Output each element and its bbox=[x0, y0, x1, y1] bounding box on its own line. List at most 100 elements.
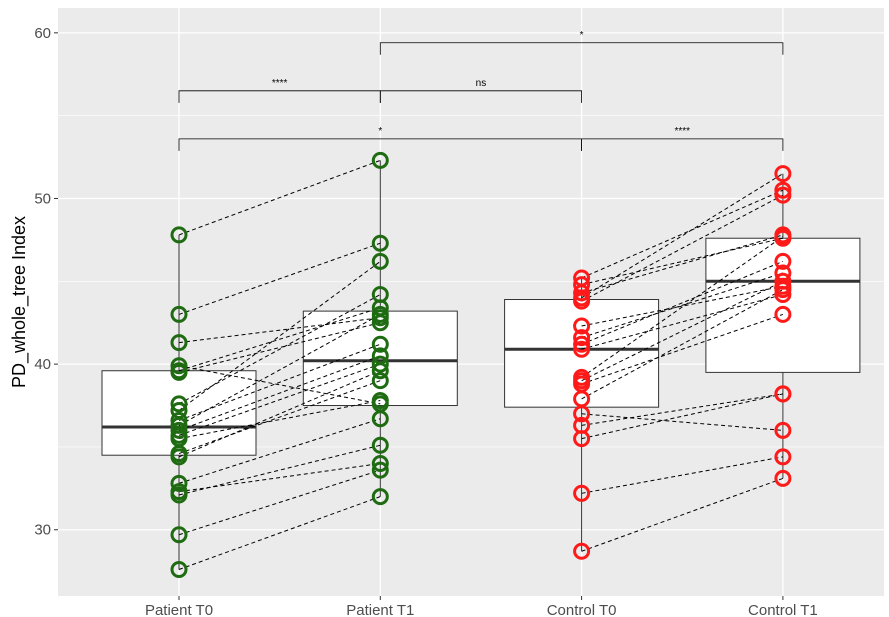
x-tick-label: Patient T0 bbox=[145, 602, 213, 617]
data-point bbox=[573, 317, 591, 335]
paired-line bbox=[178, 400, 381, 440]
data-point bbox=[371, 252, 389, 270]
paired-line bbox=[178, 496, 381, 570]
data-point bbox=[371, 454, 389, 472]
data-point bbox=[170, 226, 188, 244]
paired-line bbox=[581, 413, 783, 431]
data-point bbox=[573, 430, 591, 448]
paired-line bbox=[581, 289, 784, 400]
paired-line bbox=[178, 355, 381, 431]
paired-line bbox=[581, 280, 784, 382]
data-point bbox=[170, 474, 188, 492]
data-point bbox=[774, 448, 792, 466]
paired-line bbox=[581, 393, 784, 440]
paired-line bbox=[178, 307, 381, 372]
paired-line bbox=[178, 159, 381, 236]
data-point bbox=[774, 264, 792, 282]
paired-line bbox=[581, 189, 784, 279]
data-point bbox=[371, 488, 389, 506]
y-tick-label: 40 bbox=[34, 356, 51, 373]
significance-label: **** bbox=[272, 78, 288, 89]
data-point bbox=[573, 405, 591, 423]
data-point bbox=[170, 486, 188, 504]
paired-line bbox=[178, 294, 381, 405]
paired-line bbox=[581, 313, 784, 385]
data-point bbox=[170, 395, 188, 413]
paired-line bbox=[581, 236, 784, 378]
data-point bbox=[774, 272, 792, 290]
data-point bbox=[371, 372, 389, 390]
significance-label: * bbox=[580, 30, 584, 41]
points-group bbox=[170, 151, 792, 578]
data-point bbox=[170, 560, 188, 578]
paired-line bbox=[581, 260, 784, 345]
data-point bbox=[371, 392, 389, 410]
data-point bbox=[170, 305, 188, 323]
data-point bbox=[371, 461, 389, 479]
data-point bbox=[170, 334, 188, 352]
paired-line bbox=[581, 393, 783, 426]
data-point bbox=[774, 228, 792, 246]
significance-bracket bbox=[379, 90, 582, 103]
data-point bbox=[573, 484, 591, 502]
y-tick-label: 30 bbox=[34, 522, 51, 539]
data-point bbox=[774, 305, 792, 323]
y-tick-label: 50 bbox=[34, 190, 51, 207]
data-point bbox=[774, 186, 792, 204]
data-point bbox=[170, 363, 188, 381]
x-tick-label: Control T0 bbox=[547, 602, 617, 617]
data-point bbox=[371, 234, 389, 252]
x-tick-label: Control T1 bbox=[748, 602, 818, 617]
significance-label: **** bbox=[674, 126, 690, 137]
paired-line bbox=[178, 343, 381, 421]
significance-group: **** ns** **** bbox=[178, 30, 784, 151]
data-point bbox=[371, 436, 389, 454]
data-point bbox=[573, 335, 591, 353]
data-point bbox=[774, 385, 792, 403]
data-point bbox=[573, 340, 591, 358]
data-point bbox=[170, 526, 188, 544]
data-point bbox=[371, 305, 389, 323]
data-point bbox=[573, 284, 591, 302]
data-point bbox=[371, 286, 389, 304]
box-iqr bbox=[705, 237, 861, 373]
data-point bbox=[774, 281, 792, 299]
data-point bbox=[573, 292, 591, 310]
data-point bbox=[774, 421, 792, 439]
data-point bbox=[774, 181, 792, 199]
x-tick-label: Patient T1 bbox=[346, 602, 414, 617]
data-point bbox=[774, 252, 792, 270]
paired-line bbox=[178, 380, 381, 455]
data-point bbox=[371, 355, 389, 373]
significance-bracket bbox=[379, 42, 784, 55]
paired-line bbox=[178, 462, 381, 493]
paired-line bbox=[178, 313, 381, 426]
data-point bbox=[170, 421, 188, 439]
y-axis-label: PD_whole_tree Index bbox=[9, 216, 30, 388]
paired-line bbox=[178, 242, 381, 315]
paired-line bbox=[581, 272, 784, 339]
paired-line bbox=[581, 456, 783, 494]
significance-bracket bbox=[581, 138, 784, 151]
significance-label: ns bbox=[476, 78, 487, 89]
y-tick-label: 60 bbox=[34, 25, 51, 42]
data-point bbox=[573, 329, 591, 347]
data-point bbox=[371, 410, 389, 428]
paired-line bbox=[581, 285, 783, 327]
paired-line bbox=[178, 469, 381, 536]
data-point bbox=[573, 542, 591, 560]
paired-line bbox=[581, 477, 784, 552]
significance-label: * bbox=[378, 126, 382, 137]
paired-line bbox=[581, 173, 784, 299]
data-point bbox=[170, 448, 188, 466]
paired-line bbox=[178, 365, 381, 405]
data-point bbox=[371, 362, 389, 380]
data-point bbox=[774, 165, 792, 183]
axes-group: 30 40 50 60 Patient T0 Patient T1 Control T0 Co… bbox=[34, 25, 817, 617]
data-point bbox=[774, 469, 792, 487]
box-iqr bbox=[504, 299, 660, 408]
paired-line bbox=[581, 194, 784, 302]
data-point bbox=[371, 151, 389, 169]
paired-line bbox=[178, 317, 381, 344]
